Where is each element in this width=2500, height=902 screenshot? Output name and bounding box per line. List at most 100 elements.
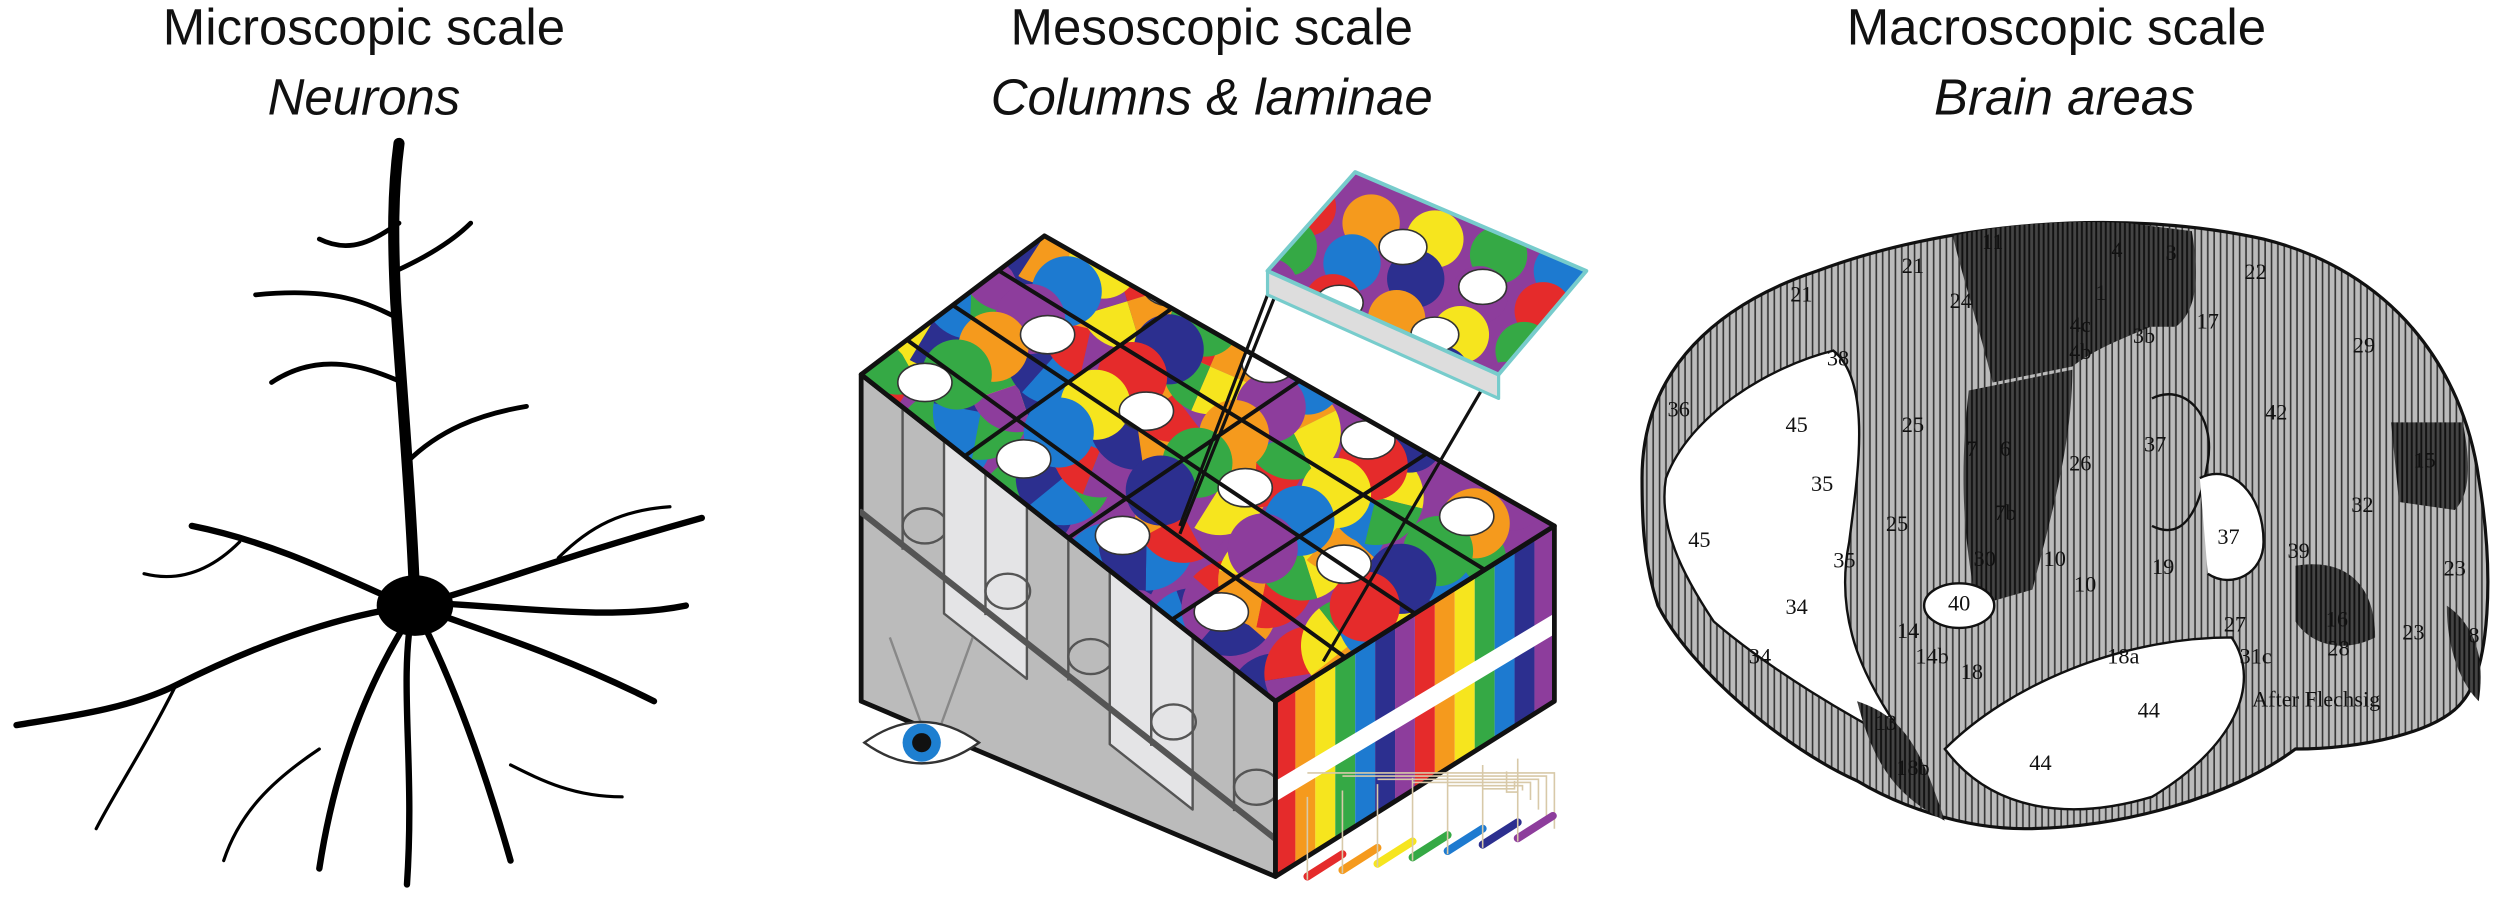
electrode-wire — [1306, 772, 1556, 880]
electrode — [1513, 811, 1557, 843]
area-label: 18 — [1961, 659, 1983, 684]
color-sector — [932, 403, 981, 460]
area-label: 27 — [2224, 611, 2246, 636]
panel-title: Macroscopic scale — [1847, 0, 2266, 56]
area-label: 45 — [1688, 527, 1710, 552]
color-sector — [1197, 608, 1266, 656]
column-ellipse — [897, 362, 953, 403]
area-label: 36 — [1668, 396, 1690, 421]
area-label: 21 — [1790, 282, 1812, 307]
area-label: 7 — [1966, 436, 1977, 461]
area-label: 14 — [1897, 618, 1919, 643]
area-label: 40 — [1948, 591, 1970, 616]
area-label: 4b — [2069, 339, 2091, 364]
area-label: 10 — [2044, 546, 2066, 571]
color-blob — [1512, 432, 1555, 503]
electrode-wire — [1411, 777, 1532, 861]
area-label: 16 — [2326, 607, 2348, 632]
color-sector — [1264, 626, 1313, 681]
color-blob — [1125, 455, 1196, 526]
area-label: 37 — [2217, 524, 2239, 549]
electrode-wire — [1341, 775, 1548, 874]
color-sector — [1004, 188, 1070, 236]
color-sector — [1364, 497, 1423, 546]
area-label: 23 — [2402, 619, 2424, 644]
area-label: 34 — [1785, 594, 1807, 619]
color-sector — [813, 327, 861, 375]
column-ellipse — [1457, 268, 1508, 306]
column-ellipse — [1378, 228, 1428, 266]
color-sector — [1098, 542, 1147, 591]
area-label: 45 — [1785, 412, 1807, 437]
area-label: 4c — [2070, 312, 2091, 337]
column-ellipse — [995, 439, 1052, 479]
color-sector — [861, 374, 862, 423]
area-label: 30 — [1974, 546, 1996, 571]
electrode — [1408, 831, 1452, 862]
panel-title: Mesoscopic scale — [1011, 0, 1413, 56]
column-ellipse — [1142, 266, 1199, 307]
grid-line — [1067, 379, 1301, 540]
electrode-wire — [1481, 764, 1516, 848]
area-label: 34 — [1749, 643, 1771, 668]
area-label: 1 — [2095, 280, 2106, 305]
area-label: 3 — [2166, 240, 2177, 265]
area-label: 44 — [2029, 750, 2051, 775]
area-label: 6 — [2000, 436, 2011, 461]
area-label: 14b — [1915, 643, 1948, 668]
electrode — [1338, 843, 1382, 875]
area-label: 3b — [2133, 323, 2155, 348]
area-label: 38 — [1827, 345, 1849, 370]
area-label: 19 — [2152, 554, 2174, 579]
area-label: 17 — [2197, 309, 2219, 334]
area-label: 29 — [2353, 333, 2375, 358]
electrode — [1373, 837, 1417, 868]
color-blob — [1578, 519, 1648, 589]
area-label: 44 — [2138, 697, 2160, 722]
color-sector — [923, 243, 973, 292]
area-label: 25 — [1886, 511, 1908, 536]
area-label: 23 — [2444, 556, 2466, 581]
area-label: 10 — [2074, 572, 2096, 597]
area-label: 13 — [1875, 710, 1897, 735]
column-ellipse — [1438, 496, 1495, 537]
column-ellipse — [1094, 515, 1151, 556]
color-blob — [1104, 235, 1176, 271]
column-ellipse — [1118, 391, 1175, 432]
area-label: 18b — [1896, 755, 1929, 780]
color-sector — [1081, 301, 1142, 350]
electrode — [1478, 818, 1522, 849]
color-sector — [1026, 477, 1094, 526]
area-label: After Flechsig — [2252, 686, 2380, 711]
titles: Microscopic scale Neurons Mesoscopic sca… — [163, 0, 2266, 126]
area-label: 26 — [2069, 450, 2091, 475]
color-blob — [1227, 513, 1298, 584]
column-ellipse — [1217, 467, 1274, 508]
grid-line — [963, 306, 1174, 458]
color-sector — [1141, 515, 1206, 563]
column-ellipse — [1562, 449, 1616, 487]
area-label: 31c — [2239, 643, 2271, 668]
electrode-wire — [1505, 758, 1519, 842]
area-label: 42 — [2265, 399, 2287, 424]
color-blob — [1329, 571, 1400, 642]
area-label: 8 — [2468, 623, 2479, 648]
electrode — [1443, 824, 1487, 855]
area-label: 22 — [2244, 259, 2266, 284]
area-label: 21 — [1902, 253, 1924, 278]
color-sector — [1250, 431, 1315, 480]
electrode-wire — [1446, 771, 1524, 855]
panel-subtitle: Columns & laminae — [991, 69, 1433, 126]
column-ellipse — [1340, 419, 1396, 460]
electrode-array — [1303, 758, 1557, 881]
area-label: 18a — [2107, 643, 2139, 668]
area-label: 4 — [2111, 237, 2122, 262]
area-label: 24 — [1950, 288, 1972, 313]
area-label: 39 — [2287, 538, 2309, 563]
area-label: 25 — [1902, 412, 1924, 437]
electrode-wire — [1376, 778, 1540, 867]
area-label: 32 — [2351, 492, 2373, 517]
column-ellipse — [1019, 314, 1076, 355]
